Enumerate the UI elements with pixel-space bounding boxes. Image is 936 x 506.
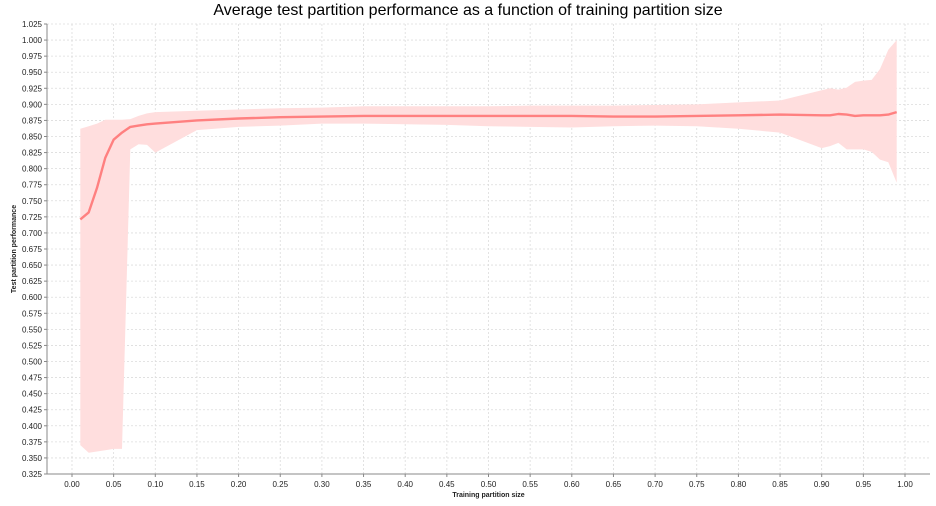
y-tick-label: 0.375: [22, 438, 43, 447]
y-tick-label: 1.000: [22, 36, 43, 45]
x-tick-label: 0.30: [314, 480, 330, 489]
y-axis-ticks: 0.325 0.350 0.375 0.400 0.425 0.450 0.475 0.500…: [22, 20, 47, 479]
x-tick-label: 0.80: [731, 480, 747, 489]
y-tick-label: 0.450: [22, 390, 43, 399]
x-axis-label: Training partition size: [452, 492, 524, 499]
y-tick-label: 0.900: [22, 100, 43, 109]
y-tick-label: 0.750: [22, 197, 43, 206]
x-tick-label: 0.95: [856, 480, 872, 489]
x-tick-label: 0.10: [148, 480, 164, 489]
x-tick-label: 0.70: [647, 480, 663, 489]
y-tick-label: 0.875: [22, 116, 43, 125]
x-tick-label: 0.15: [189, 480, 205, 489]
y-tick-label: 0.400: [22, 422, 43, 431]
x-tick-label: 1.00: [897, 480, 913, 489]
x-tick-label: 0.60: [564, 480, 580, 489]
y-tick-label: 1.025: [22, 20, 43, 29]
y-tick-label: 0.325: [22, 470, 43, 479]
x-tick-label: 0.05: [106, 480, 122, 489]
y-tick-label: 0.725: [22, 213, 43, 222]
x-tick-label: 0.90: [814, 480, 830, 489]
x-tick-label: 0.45: [439, 480, 455, 489]
x-tick-label: 0.55: [522, 480, 538, 489]
x-tick-label: 0.00: [64, 480, 80, 489]
x-tick-label: 0.65: [606, 480, 622, 489]
y-tick-label: 0.950: [22, 68, 43, 77]
chart-title: Average test partition performance as a …: [213, 2, 723, 19]
x-tick-label: 0.85: [772, 480, 788, 489]
x-tick-label: 0.50: [481, 480, 497, 489]
y-axis-label: Test partition performance: [11, 205, 18, 293]
x-tick-label: 0.20: [231, 480, 247, 489]
y-tick-label: 0.675: [22, 245, 43, 254]
x-tick-label: 0.40: [397, 480, 413, 489]
y-tick-label: 0.825: [22, 149, 43, 158]
y-tick-label: 0.625: [22, 277, 43, 286]
y-tick-label: 0.475: [22, 374, 43, 383]
y-tick-label: 0.700: [22, 229, 43, 238]
y-tick-label: 0.550: [22, 325, 43, 334]
y-tick-label: 0.925: [22, 84, 43, 93]
y-tick-label: 0.975: [22, 52, 43, 61]
x-axis-ticks: 0.00 0.05 0.10 0.15 0.20 0.25 0.30 0.35 0.40 0.45…: [64, 474, 913, 489]
x-tick-label: 0.35: [356, 480, 372, 489]
y-tick-label: 0.850: [22, 133, 43, 142]
y-tick-label: 0.500: [22, 358, 43, 367]
y-tick-label: 0.350: [22, 454, 43, 463]
y-tick-label: 0.525: [22, 341, 43, 350]
x-tick-label: 0.75: [689, 480, 705, 489]
y-tick-label: 0.650: [22, 261, 43, 270]
y-tick-label: 0.575: [22, 309, 43, 318]
y-tick-label: 0.600: [22, 293, 43, 302]
x-tick-label: 0.25: [272, 480, 288, 489]
y-tick-label: 0.425: [22, 406, 43, 415]
y-tick-label: 0.800: [22, 165, 43, 174]
y-tick-label: 0.775: [22, 181, 43, 190]
confidence-band: [80, 40, 897, 453]
mean-performance-line: [79, 110, 898, 221]
